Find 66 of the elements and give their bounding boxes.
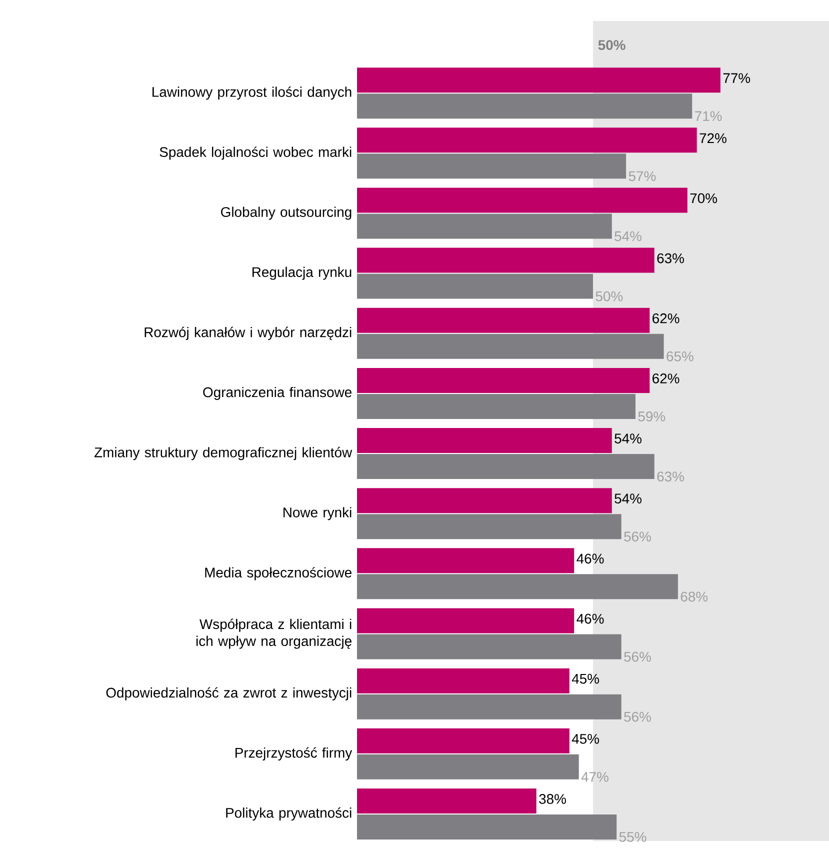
y-tick-label: Regulacja rynku bbox=[252, 266, 352, 280]
data-label: 46% bbox=[576, 614, 604, 624]
y-tick-label: Globalny outsourcing bbox=[221, 206, 352, 220]
y-tick-label: Spadek lojalności wobec marki bbox=[160, 146, 352, 160]
bar bbox=[357, 574, 678, 600]
bar bbox=[357, 754, 579, 780]
bar bbox=[357, 814, 617, 840]
bar bbox=[357, 214, 612, 239]
bar bbox=[357, 668, 570, 694]
bar bbox=[357, 274, 593, 299]
data-label: 45% bbox=[572, 734, 600, 744]
y-tick-label: Lawinowy przyrost ilości danych bbox=[152, 86, 352, 100]
bar bbox=[357, 394, 636, 419]
data-label: 54% bbox=[614, 494, 642, 504]
data-label: 46% bbox=[576, 554, 604, 564]
data-label: 63% bbox=[657, 253, 684, 264]
data-label: 47% bbox=[581, 772, 608, 782]
data-label: 45% bbox=[572, 674, 600, 684]
bar bbox=[357, 128, 697, 153]
data-label: 70% bbox=[690, 193, 718, 204]
y-tick-label: Polityka prywatności bbox=[226, 807, 352, 821]
bar bbox=[357, 548, 574, 574]
bar bbox=[357, 514, 622, 540]
bar bbox=[357, 308, 650, 333]
data-label: 56% bbox=[624, 652, 651, 662]
data-label: 54% bbox=[614, 231, 642, 242]
bar bbox=[357, 608, 574, 634]
band-label: 50% bbox=[598, 40, 626, 50]
data-label: 62% bbox=[652, 313, 680, 324]
data-label: 54% bbox=[614, 434, 642, 444]
y-tick-label: Rozwój kanałów i wybór narzędzi bbox=[144, 326, 352, 340]
bar bbox=[357, 728, 570, 754]
bar bbox=[357, 428, 612, 454]
bar bbox=[357, 368, 650, 393]
y-tick-label: Przejrzystość firmy bbox=[236, 747, 352, 760]
data-label: 57% bbox=[628, 171, 656, 182]
y-tick-label: Odpowiedzialność za zwrot z inwestycji bbox=[106, 687, 352, 700]
data-label: 77% bbox=[723, 73, 750, 83]
y-tick-label: Media społecznościowe bbox=[205, 567, 352, 580]
bar bbox=[357, 68, 720, 93]
data-label: 68% bbox=[680, 592, 708, 602]
bar bbox=[357, 248, 654, 273]
data-label: 55% bbox=[619, 832, 646, 842]
bar bbox=[357, 694, 622, 720]
data-label: 56% bbox=[624, 532, 651, 542]
data-label: 71% bbox=[695, 111, 722, 121]
bar bbox=[357, 94, 692, 119]
bar bbox=[357, 334, 664, 359]
data-label: 50% bbox=[596, 291, 623, 302]
bar bbox=[357, 634, 622, 660]
data-label: 56% bbox=[624, 712, 651, 722]
bar bbox=[357, 454, 654, 480]
bar bbox=[357, 188, 688, 213]
y-tick-label: Zmiany struktury demograficznej klientów bbox=[94, 446, 352, 460]
data-label: 38% bbox=[539, 794, 566, 804]
y-tick-label: Ograniczenia finansowe bbox=[203, 386, 352, 400]
y-tick-label: Współpraca z klientami i ich wpływ na organizację bbox=[196, 618, 352, 649]
y-tick-label: Nowe rynki bbox=[284, 507, 352, 520]
bar bbox=[357, 154, 626, 179]
data-label: 63% bbox=[657, 472, 684, 482]
bar bbox=[357, 488, 612, 514]
bar bbox=[357, 788, 536, 814]
data-label: 59% bbox=[638, 412, 666, 422]
data-label: 72% bbox=[700, 133, 726, 144]
data-label: 62% bbox=[652, 374, 680, 384]
data-label: 65% bbox=[666, 351, 694, 362]
